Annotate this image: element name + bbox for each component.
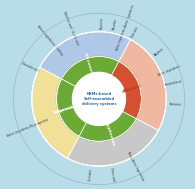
Wedge shape (57, 79, 87, 136)
Text: Active ingredients- Prodrug: Active ingredients- Prodrug (36, 25, 64, 56)
Text: Curcumin: Curcumin (88, 168, 94, 181)
Text: Tannic acid: Tannic acid (109, 167, 115, 182)
Wedge shape (32, 67, 79, 158)
Wedge shape (119, 40, 166, 130)
Wedge shape (40, 32, 130, 79)
Text: Oleanolic acid: Oleanolic acid (20, 61, 39, 72)
Text: delivery systems: delivery systems (82, 102, 116, 106)
Text: Self-assembled: Self-assembled (83, 97, 115, 101)
Text: Active ingredients-Phytosaponins: Active ingredients-Phytosaponins (7, 117, 49, 138)
Text: Camptothecin: Camptothecin (164, 79, 183, 87)
Text: Quercetin: Quercetin (130, 25, 140, 38)
Circle shape (13, 13, 185, 185)
Text: Polyphenols: Polyphenols (103, 117, 115, 147)
Text: Alkaloid: Alkaloid (122, 84, 142, 94)
Text: NSMs-based: NSMs-based (86, 92, 112, 96)
Text: Active ingredients-Active ingredients: Active ingredients-Active ingredients (115, 4, 135, 51)
Wedge shape (79, 111, 136, 141)
Text: Betulinic acid   Ursolic acid: Betulinic acid Ursolic acid (62, 11, 79, 45)
Text: Active ingredients: Active ingredients (158, 64, 182, 77)
Wedge shape (67, 119, 158, 166)
Text: Apigenin: Apigenin (153, 47, 165, 57)
Text: Flavonoids: Flavonoids (83, 53, 95, 79)
Circle shape (32, 32, 166, 166)
Circle shape (57, 57, 141, 141)
Text: Metal-Active Ingredients: Metal-Active Ingredients (126, 151, 144, 181)
Circle shape (73, 72, 125, 125)
Text: Saponin: Saponin (56, 104, 76, 114)
Wedge shape (62, 57, 119, 86)
Wedge shape (57, 79, 87, 136)
Text: Terpenoids: Terpenoids (52, 103, 80, 115)
Text: Myricetin: Myricetin (99, 16, 104, 29)
Wedge shape (32, 67, 79, 158)
Text: Capsaicin: Capsaicin (169, 102, 182, 107)
Wedge shape (111, 61, 141, 119)
Text: Baicalein: Baicalein (112, 18, 118, 30)
